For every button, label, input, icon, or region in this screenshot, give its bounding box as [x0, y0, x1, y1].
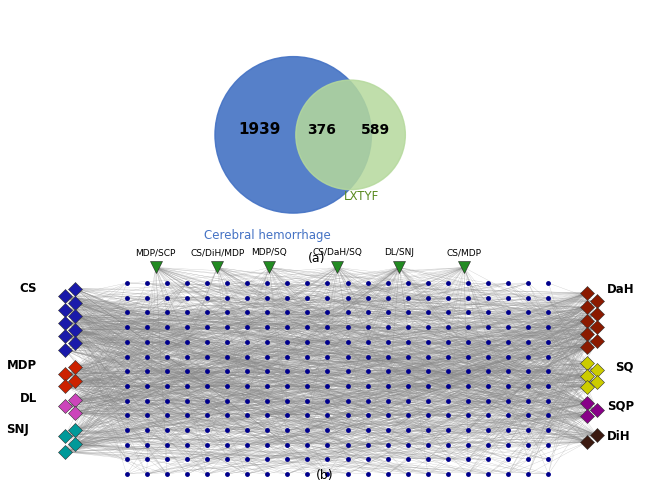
Text: MDP/SCP: MDP/SCP	[136, 248, 176, 257]
Text: SNJ: SNJ	[6, 423, 29, 436]
Text: CS/MDP: CS/MDP	[447, 248, 482, 257]
Circle shape	[296, 80, 406, 190]
Text: SQP: SQP	[607, 400, 634, 413]
Text: DaH: DaH	[607, 283, 635, 296]
Text: CS/DiH/MDP: CS/DiH/MDP	[190, 248, 245, 257]
Text: Cerebral hemorrhage: Cerebral hemorrhage	[204, 229, 330, 242]
Text: 1939: 1939	[238, 122, 280, 137]
Text: MDP: MDP	[6, 359, 36, 372]
Text: SQ: SQ	[615, 361, 634, 374]
Text: 589: 589	[361, 123, 390, 137]
Text: (b): (b)	[315, 469, 334, 482]
Text: CS: CS	[19, 282, 37, 295]
Text: DiH: DiH	[607, 430, 630, 443]
Text: CS/DaH/SQ: CS/DaH/SQ	[313, 248, 362, 257]
Text: DL/SNJ: DL/SNJ	[384, 248, 414, 257]
Text: MDP/SQ: MDP/SQ	[251, 248, 288, 257]
Text: (a): (a)	[308, 252, 325, 265]
Text: LXTYF: LXTYF	[343, 190, 378, 203]
Circle shape	[215, 57, 371, 213]
Text: 376: 376	[307, 123, 336, 137]
Text: DL: DL	[19, 392, 37, 405]
